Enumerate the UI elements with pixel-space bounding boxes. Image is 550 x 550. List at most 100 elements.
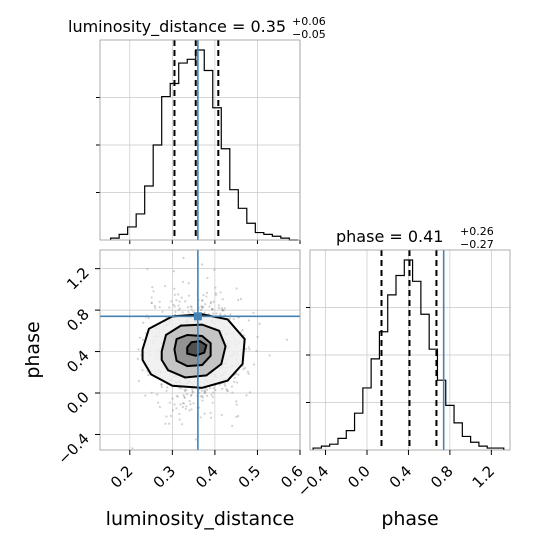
scatter-point — [147, 316, 150, 320]
scatter-point — [185, 388, 188, 391]
scatter-point — [200, 305, 203, 308]
tick-label-2d-x-2: 0.4 — [192, 462, 222, 492]
scatter-point — [181, 280, 185, 284]
scatter-point — [237, 414, 240, 418]
scatter-point — [210, 308, 213, 311]
scatter-point — [185, 393, 189, 396]
scatter-point — [246, 370, 250, 373]
scatter-point — [152, 290, 155, 293]
scatter-point — [212, 386, 215, 390]
scatter-point — [235, 403, 238, 406]
scatter-point — [168, 401, 172, 404]
scatter-point — [212, 391, 215, 394]
scatter-point — [175, 394, 178, 397]
scatter-point — [179, 387, 183, 390]
scatter-point — [236, 381, 239, 384]
scatter-point — [256, 335, 259, 339]
scatter-point — [173, 403, 176, 406]
scatter-point — [161, 310, 164, 313]
scatter-point — [252, 311, 255, 314]
scatter-point — [245, 394, 248, 397]
scatter-point — [178, 412, 181, 416]
scatter-point — [201, 305, 204, 309]
tick-label-2d-y-0: −0.4 — [54, 430, 92, 468]
histogram-luminosity-distance — [110, 49, 298, 241]
density-clip-group — [131, 256, 288, 465]
tick-label-2d-x-0: 0.2 — [107, 462, 137, 492]
scatter-point — [141, 338, 145, 342]
scatter-point — [187, 282, 190, 285]
scatter-point — [199, 395, 202, 398]
scatter-point — [177, 304, 180, 307]
scatter-point — [237, 373, 240, 376]
scatter-point — [247, 319, 250, 322]
tick-label-2d-y-1: 0.0 — [63, 388, 93, 418]
scatter-point — [247, 372, 250, 375]
scatter-point — [220, 413, 223, 417]
scatter-point — [160, 383, 163, 386]
scatter-point — [150, 391, 153, 394]
scatter-point — [165, 415, 168, 418]
scatter-point — [219, 312, 222, 315]
scatter-point — [219, 291, 222, 294]
title-luminosity-distance: luminosity_distance = 0.35 — [68, 17, 286, 37]
scatter-point — [208, 305, 211, 308]
scatter-point — [237, 298, 240, 302]
scatter-point — [153, 304, 156, 308]
scatter-point — [182, 402, 186, 405]
scatter-point — [201, 306, 204, 310]
contour-inner — [173, 333, 212, 368]
scatter-point — [217, 307, 221, 310]
scatter-point — [189, 463, 191, 465]
scatter-point — [190, 305, 193, 308]
scatter-point — [235, 372, 238, 375]
scatter-point — [201, 394, 204, 398]
hist-panel-phase: −0.4 0.0 0.4 0.8 1.2 — [294, 249, 511, 501]
scatter-point — [200, 389, 204, 392]
scatter-point — [204, 391, 207, 394]
tick-label-2d-y-4: 1.2 — [63, 264, 93, 294]
scatter-point — [268, 354, 271, 357]
scatter-point — [214, 286, 217, 289]
scatter-point — [147, 374, 150, 377]
scatter-point — [205, 291, 209, 294]
title-luminosity-distance-minus: −0.05 — [292, 28, 326, 41]
scatter-point — [235, 400, 238, 403]
scatter-point — [146, 267, 149, 271]
scatter-point — [177, 309, 180, 312]
scatter-point — [173, 293, 176, 296]
scatter-point — [241, 329, 244, 332]
scatter-point — [201, 299, 204, 302]
scatter-point — [214, 293, 218, 297]
scatter-point — [180, 423, 184, 426]
scatter-point — [215, 312, 218, 315]
scatter-point — [235, 287, 238, 290]
truth-marker — [193, 312, 202, 321]
scatter-point — [192, 310, 195, 313]
scatter-point — [211, 307, 214, 311]
scatter-point — [150, 301, 153, 304]
scatter-point — [217, 304, 220, 307]
contour-core — [186, 340, 208, 357]
scatter-point — [209, 300, 212, 304]
scatter-point — [187, 294, 191, 297]
scatter-point — [243, 366, 247, 370]
title-phase-minus: −0.27 — [460, 238, 494, 251]
scatter-point — [190, 308, 193, 311]
scatter-point — [221, 298, 224, 301]
tick-label-right-x-4: 1.2 — [469, 462, 499, 492]
scatter-point — [138, 336, 141, 339]
scatter-point — [220, 307, 223, 310]
scatter-point — [233, 380, 236, 383]
title-phase-plus: +0.26 — [460, 225, 494, 238]
scatter-point — [184, 390, 187, 393]
scatter-point — [235, 415, 238, 418]
scatter-point — [225, 387, 228, 391]
scatter-point — [188, 400, 191, 403]
scatter-point — [183, 396, 187, 399]
scatter-point — [225, 389, 229, 392]
contour-middle — [160, 323, 227, 379]
density-fill-core — [187, 341, 207, 356]
scatter-point — [203, 392, 206, 395]
scatter-point — [171, 397, 174, 400]
